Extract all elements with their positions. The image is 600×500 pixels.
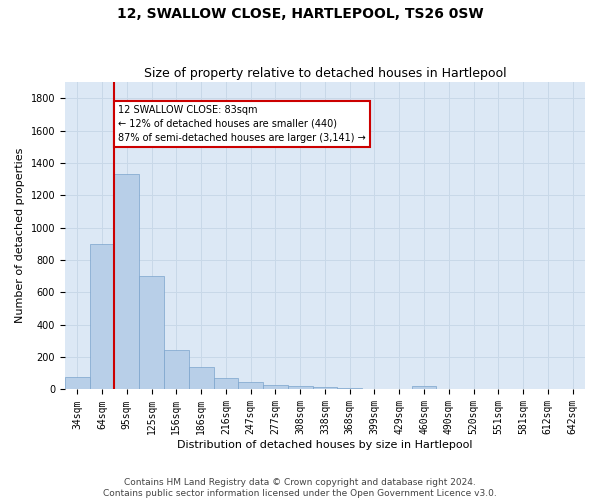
Bar — [189, 367, 214, 390]
Bar — [412, 386, 436, 390]
Bar — [288, 386, 313, 390]
Bar — [65, 378, 89, 390]
Bar — [164, 350, 189, 390]
Bar — [214, 378, 238, 390]
Bar — [139, 276, 164, 390]
Bar — [115, 174, 139, 390]
Text: Contains HM Land Registry data © Crown copyright and database right 2024.
Contai: Contains HM Land Registry data © Crown c… — [103, 478, 497, 498]
Text: 12 SWALLOW CLOSE: 83sqm
← 12% of detached houses are smaller (440)
87% of semi-d: 12 SWALLOW CLOSE: 83sqm ← 12% of detache… — [118, 104, 366, 142]
Bar — [263, 386, 288, 390]
Bar — [337, 388, 362, 390]
Y-axis label: Number of detached properties: Number of detached properties — [15, 148, 25, 324]
X-axis label: Distribution of detached houses by size in Hartlepool: Distribution of detached houses by size … — [177, 440, 473, 450]
Text: 12, SWALLOW CLOSE, HARTLEPOOL, TS26 0SW: 12, SWALLOW CLOSE, HARTLEPOOL, TS26 0SW — [116, 8, 484, 22]
Bar — [362, 388, 387, 390]
Bar — [313, 387, 337, 390]
Title: Size of property relative to detached houses in Hartlepool: Size of property relative to detached ho… — [143, 66, 506, 80]
Bar — [238, 382, 263, 390]
Bar — [89, 244, 115, 390]
